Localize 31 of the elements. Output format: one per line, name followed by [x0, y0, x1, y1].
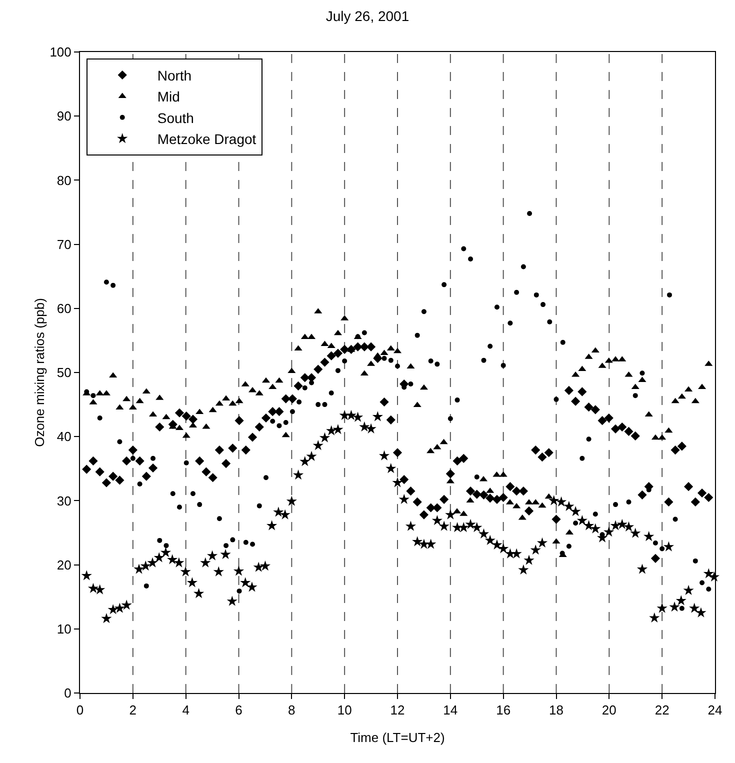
x-tick-label: 12	[390, 702, 405, 718]
x-tick-label: 24	[708, 702, 722, 718]
x-tick-label: 10	[337, 702, 352, 718]
y-tick-label: 40	[56, 429, 72, 444]
x-axis-title: Time (LT=UT+2)	[350, 730, 445, 745]
y-tick-label: 80	[56, 172, 72, 188]
chart-title: July 26, 2001	[326, 8, 410, 24]
y-axis-title: Ozone mixing ratios (ppb)	[32, 298, 47, 447]
x-tick-label: 20	[602, 702, 616, 718]
x-tick-label: 0	[76, 702, 84, 718]
legend-label: South	[157, 110, 194, 126]
x-tick-label: 18	[549, 702, 564, 718]
y-tick-label: 10	[56, 621, 72, 636]
y-tick-label: 20	[56, 557, 72, 572]
legend-label: Metzoke Dragot	[157, 131, 256, 148]
x-tick-label: 4	[182, 702, 190, 718]
x-tick-label: 14	[443, 702, 458, 718]
legend-label: Mid	[157, 88, 180, 105]
x-tick-label: 22	[654, 702, 670, 718]
y-tick-label: 60	[56, 300, 72, 316]
legend-label: North	[157, 67, 192, 84]
y-tick-label: 0	[64, 686, 72, 701]
x-tick-label: 8	[288, 702, 296, 718]
y-tick-label: 30	[56, 493, 72, 508]
x-tick-label: 6	[235, 702, 242, 718]
y-tick-label: 100	[50, 44, 72, 60]
y-tick-label: 90	[56, 108, 72, 124]
y-tick-label: 70	[56, 236, 72, 252]
x-tick-label: 16	[496, 702, 511, 718]
x-tick-label: 2	[129, 702, 137, 718]
y-tick-label: 50	[56, 365, 72, 380]
